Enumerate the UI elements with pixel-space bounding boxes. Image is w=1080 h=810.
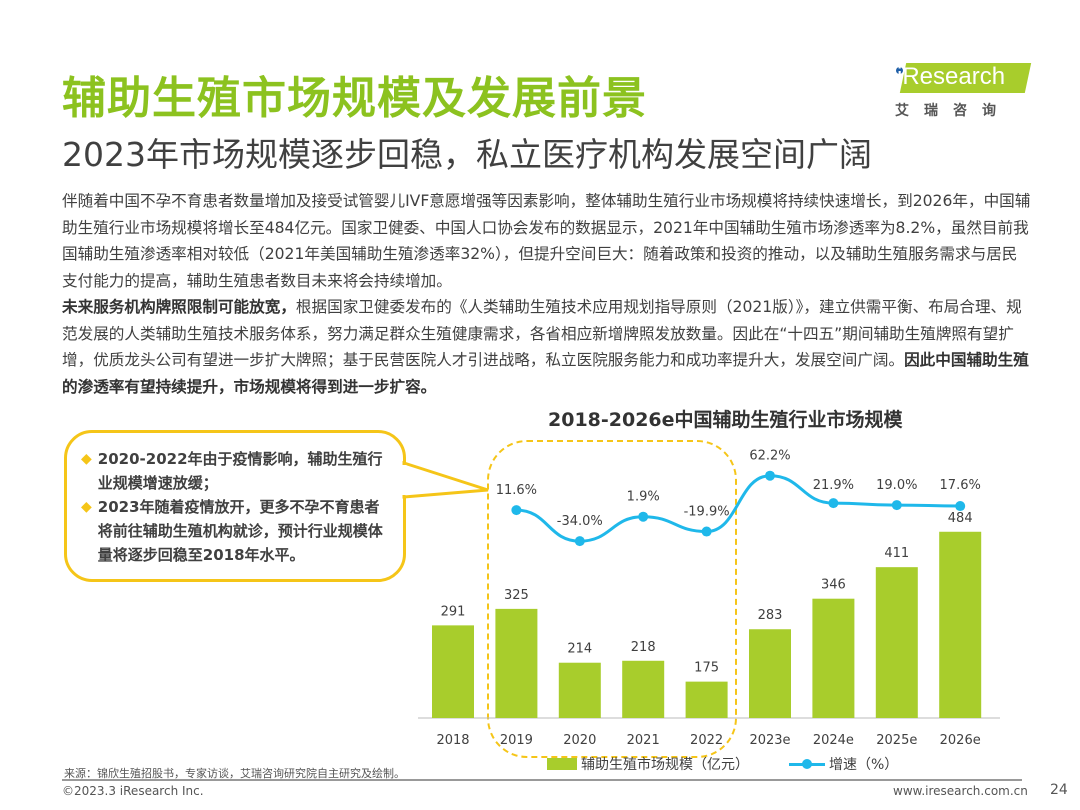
diamond-bullet-icon: ◆ [81, 499, 92, 515]
source-note: 来源：锦欣生殖招股书，专家访谈，艾瑞咨询研究院自主研究及绘制。 [64, 767, 405, 780]
growth-value-label: -34.0% [557, 514, 603, 529]
callout-item: 2023年随着疫情放开，更多不孕不育患者将前往辅助生殖机构就诊，预计行业规模体量… [97, 498, 383, 564]
growth-point [511, 505, 522, 516]
bar [685, 681, 728, 718]
website-url: www.iresearch.com.cn [893, 784, 1028, 798]
paragraph-1: 伴随着中国不孕不育患者数量增加及接受试管婴儿IVF意愿增强等因素影响，整体辅助生… [62, 192, 1031, 290]
legend-line-swatch [789, 758, 825, 769]
x-tick-label: 2018 [436, 733, 469, 748]
paragraph-2: 根据国家卫健委发布的《人类辅助生殖技术应用规划指导原则（2021版）》，建立供需… [62, 298, 1022, 369]
bar-value-label: 291 [441, 604, 466, 619]
growth-value-label: 62.2% [749, 449, 790, 464]
bar [812, 598, 855, 718]
growth-value-label: 1.9% [627, 490, 660, 505]
growth-point [765, 470, 775, 481]
iresearch-logo: iResearch 艾瑞咨询 [893, 60, 1032, 120]
paragraph-2-conclusion: 因此中国辅助生殖的渗透率有望持续提升，市场规模将得到进一步扩容。 [62, 351, 1029, 396]
bar-value-label: 175 [694, 661, 719, 676]
bar-value-label: 218 [631, 640, 656, 655]
bar [939, 531, 982, 718]
body-text: 伴随着中国不孕不育患者数量增加及接受试管婴儿IVF意愿增强等因素影响，整体辅助生… [62, 188, 1032, 400]
bar [558, 662, 601, 718]
diamond-bullet-icon: ◆ [81, 451, 92, 467]
bar-value-label: 325 [504, 588, 529, 603]
paragraph-2-lead: 未来服务机构牌照限制可能放宽， [62, 298, 296, 316]
copyright: ©2023.3 iResearch Inc. [62, 784, 204, 798]
chart-title: 2018-2026e中国辅助生殖行业市场规模 [548, 409, 903, 431]
bar [749, 629, 791, 718]
legend-bar-swatch [547, 758, 577, 770]
page-subtitle: 2023年市场规模逐步回稳，私立医疗机构发展空间广阔 [62, 135, 872, 174]
bar-value-label: 484 [948, 511, 973, 526]
callout-box: ◆ 2020-2022年由于疫情影响，辅助生殖行业规模增速放缓； ◆ 2023年随着… [64, 430, 406, 582]
growth-point [701, 526, 712, 537]
footer-divider [62, 779, 1022, 781]
growth-value-label: -19.9% [684, 505, 730, 520]
bar [622, 660, 665, 718]
x-tick-label: 2021 [627, 733, 660, 748]
legend-line-label: 增速（%） [829, 757, 899, 773]
highlight-dashed-box [487, 440, 737, 758]
bar [875, 567, 918, 718]
x-tick-label: 2025e [876, 733, 917, 748]
x-tick-label: 2024e [813, 733, 854, 748]
growth-point [955, 501, 966, 512]
growth-value-label: 17.6% [940, 478, 981, 493]
logo-cn: 艾瑞咨询 [895, 103, 1011, 119]
bar-value-label: 346 [821, 578, 846, 593]
growth-value-label: 11.6% [496, 483, 537, 498]
bar [432, 625, 474, 718]
page-title: 辅助生殖市场规模及发展前景 [62, 73, 647, 124]
bar-value-label: 283 [758, 608, 783, 623]
growth-value-label: 21.9% [813, 478, 854, 493]
growth-value-label: 19.0% [876, 478, 917, 493]
growth-point [891, 500, 902, 511]
x-tick-label: 2023e [749, 733, 790, 748]
x-tick-label: 2026e [940, 733, 981, 748]
x-tick-label: 2020 [563, 733, 596, 748]
bar-value-label: 214 [567, 642, 592, 657]
growth-point [574, 536, 585, 547]
growth-line [516, 474, 961, 543]
growth-point [828, 498, 839, 509]
growth-point [638, 511, 649, 522]
chart-legend: 辅助生殖市场规模（亿元） 增速（%） [547, 754, 898, 774]
bar-value-label: 411 [884, 546, 909, 561]
legend-bar-label: 辅助生殖市场规模（亿元） [581, 757, 749, 773]
x-tick-label: 2022 [690, 733, 723, 748]
x-tick-label: 2019 [500, 733, 533, 748]
bar [495, 608, 538, 718]
callout-item: 2020-2022年由于疫情影响，辅助生殖行业规模增速放缓； [97, 450, 383, 492]
page-number: 24 [1050, 782, 1068, 798]
logo-word: iResearch [897, 63, 1006, 90]
